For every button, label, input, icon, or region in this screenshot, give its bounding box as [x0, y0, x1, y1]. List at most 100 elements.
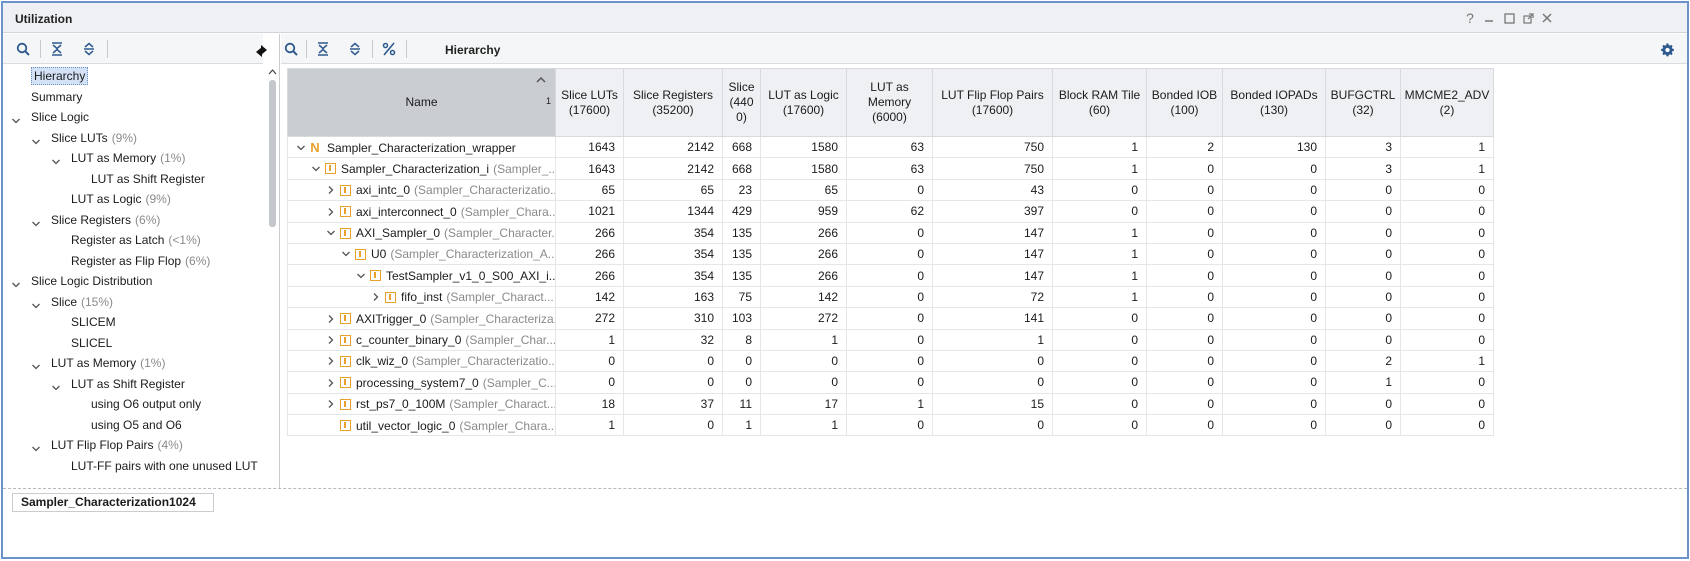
- chevron-down-icon[interactable]: [31, 440, 41, 452]
- tree-item[interactable]: LUT as Memory (1%): [31, 353, 165, 373]
- tree-item[interactable]: LUT as Logic (9%): [51, 189, 171, 209]
- column-header[interactable]: Block RAM Tile (60): [1052, 68, 1147, 137]
- chevron-right-icon[interactable]: [324, 312, 338, 326]
- chevron-down-icon[interactable]: [31, 215, 41, 226]
- chevron-down-icon[interactable]: [31, 297, 41, 308]
- restore-icon[interactable]: [1501, 10, 1517, 26]
- chevron-right-icon[interactable]: [324, 183, 338, 197]
- tree-item[interactable]: LUT-FF pairs with one unused LUT: [51, 456, 258, 476]
- tree-item[interactable]: using O6 output only: [71, 394, 201, 414]
- scroll-up-icon[interactable]: [268, 68, 277, 75]
- instance-name-cell[interactable]: TestSampler_v1_0_S00_AXI_i...: [287, 264, 556, 287]
- collapse-panel-left-icon[interactable]: [253, 42, 265, 62]
- float-icon[interactable]: [1520, 10, 1536, 26]
- instance-name-cell[interactable]: N Sampler_Characterization_wrapper: [287, 135, 556, 159]
- instance-name-cell[interactable]: clk_wiz_0 (Sampler_Characterizatio...: [287, 349, 556, 373]
- chevron-down-icon[interactable]: [51, 379, 61, 390]
- scrollbar-thumb[interactable]: [269, 80, 276, 227]
- table-row[interactable]: AXI_Sampler_0 (Sampler_Character... 266 354…: [287, 221, 1494, 244]
- table-row[interactable]: AXITrigger_0 (Sampler_Characteriza... 272 3…: [287, 307, 1494, 330]
- collapse-all-icon[interactable]: [312, 39, 334, 59]
- chevron-down-icon[interactable]: [294, 141, 308, 155]
- close-icon[interactable]: [1539, 10, 1555, 26]
- table-row[interactable]: c_counter_binary_0 (Sampler_Char... 1 32 8 1 0…: [287, 328, 1494, 351]
- table-row[interactable]: axi_intc_0 (Sampler_Characterizatio... 65 6…: [287, 178, 1494, 202]
- instance-name-cell[interactable]: axi_interconnect_0 (Sampler_Chara...: [287, 200, 556, 223]
- collapse-all-icon[interactable]: [46, 39, 68, 59]
- table-row[interactable]: rst_ps7_0_100M (Sampler_Charact... 18 37 11 1…: [287, 392, 1494, 416]
- instance-name-cell[interactable]: processing_system7_0 (Sampler_C...: [287, 371, 556, 394]
- tree-item[interactable]: Slice Logic: [11, 107, 89, 127]
- table-row[interactable]: processing_system7_0 (Sampler_C... 0 0 0 0 0 0 0…: [287, 371, 1494, 394]
- instance-name-cell[interactable]: Sampler_Characterization_i (Sampler_...: [287, 157, 556, 180]
- column-header[interactable]: Bonded IOB (100): [1146, 68, 1223, 137]
- table-row[interactable]: util_vector_logic_0 (Sampler_Chara... 1 0 1 1…: [287, 414, 1494, 437]
- table-row[interactable]: axi_interconnect_0 (Sampler_Chara... 1021 1…: [287, 200, 1494, 223]
- tree-item[interactable]: Slice Logic Distribution: [11, 271, 152, 291]
- chevron-down-icon[interactable]: [11, 276, 21, 288]
- tree-item[interactable]: using O5 and O6: [71, 415, 182, 435]
- tree-item[interactable]: Register as Latch (<1%): [51, 230, 201, 250]
- column-header[interactable]: Slice (440 0): [722, 68, 761, 137]
- instance-name-cell[interactable]: fifo_inst (Sampler_Charact...: [287, 285, 556, 309]
- chevron-down-icon[interactable]: [51, 153, 61, 165]
- instance-name-cell[interactable]: c_counter_binary_0 (Sampler_Char...: [287, 328, 556, 351]
- table-row[interactable]: U0 (Sampler_Characterization_A... 266 354 13…: [287, 242, 1494, 266]
- search-icon[interactable]: [280, 39, 302, 59]
- help-icon[interactable]: ?: [1466, 10, 1474, 26]
- tree-item[interactable]: Slice (15%): [31, 292, 113, 312]
- minimize-icon[interactable]: [1481, 10, 1497, 26]
- tree-item[interactable]: Register as Flip Flop (6%): [51, 251, 210, 271]
- column-header[interactable]: BUFGCTRL (32): [1325, 68, 1401, 137]
- chevron-right-icon[interactable]: [324, 205, 338, 219]
- column-header[interactable]: Slice Registers (35200): [623, 68, 723, 137]
- tree-item[interactable]: LUT Flip Flop Pairs (4%): [31, 435, 183, 455]
- expand-panel-right-icon[interactable]: [258, 40, 270, 60]
- instance-name-cell[interactable]: util_vector_logic_0 (Sampler_Chara...: [287, 414, 556, 437]
- chevron-right-icon[interactable]: [324, 397, 338, 411]
- table-row[interactable]: clk_wiz_0 (Sampler_Characterizatio... 0 0 0 0…: [287, 349, 1494, 373]
- column-header-name[interactable]: Name 1: [287, 68, 556, 137]
- column-header[interactable]: LUT as Logic (17600): [760, 68, 847, 137]
- column-header[interactable]: LUT Flip Flop Pairs (17600): [932, 68, 1053, 137]
- table-row[interactable]: N Sampler_Characterization_wrapper 1643 214…: [287, 135, 1494, 159]
- chevron-down-icon[interactable]: [31, 358, 41, 370]
- chevron-down-icon[interactable]: [11, 112, 21, 124]
- column-header[interactable]: LUT as Memory (6000): [846, 68, 933, 137]
- tree-item[interactable]: Slice Registers (6%): [31, 210, 160, 230]
- chevron-right-icon[interactable]: [324, 354, 338, 368]
- instance-name-cell[interactable]: rst_ps7_0_100M (Sampler_Charact...: [287, 392, 556, 416]
- tree-item[interactable]: SLICEL: [51, 333, 112, 353]
- chevron-down-icon[interactable]: [309, 162, 323, 176]
- chevron-right-icon[interactable]: [324, 376, 338, 390]
- instance-name-cell[interactable]: U0 (Sampler_Characterization_A...: [287, 242, 556, 266]
- chevron-right-icon[interactable]: [369, 290, 383, 304]
- percentage-toggle-icon[interactable]: [378, 39, 400, 59]
- chevron-right-icon[interactable]: [324, 333, 338, 347]
- tree-vertical-scrollbar[interactable]: [266, 66, 278, 498]
- tree-item[interactable]: LUT as Shift Register: [51, 374, 185, 394]
- instance-name-cell[interactable]: AXI_Sampler_0 (Sampler_Character...: [287, 221, 556, 244]
- column-header[interactable]: Slice LUTs (17600): [555, 68, 624, 137]
- column-header[interactable]: Bonded IOPADs (130): [1222, 68, 1326, 137]
- expand-all-icon[interactable]: [344, 39, 366, 59]
- table-row[interactable]: TestSampler_v1_0_S00_AXI_i... 266 354 135 26…: [287, 264, 1494, 287]
- instance-name-cell[interactable]: axi_intc_0 (Sampler_Characterizatio...: [287, 178, 556, 202]
- tree-item[interactable]: Slice LUTs (9%): [31, 128, 137, 148]
- chevron-down-icon[interactable]: [324, 226, 338, 240]
- tree-item[interactable]: LUT as Memory (1%): [51, 148, 185, 168]
- chevron-down-icon[interactable]: [354, 269, 368, 283]
- tree-item[interactable]: LUT as Shift Register: [71, 169, 205, 189]
- tree-item[interactable]: SLICEM: [51, 312, 116, 332]
- expand-all-icon[interactable]: [78, 39, 100, 59]
- chevron-down-icon[interactable]: [31, 133, 41, 144]
- gear-icon[interactable]: [1656, 39, 1678, 59]
- tree-item[interactable]: Hierarchy: [11, 66, 89, 86]
- table-row[interactable]: Sampler_Characterization_i (Sampler_... 16…: [287, 157, 1494, 180]
- tree-item[interactable]: Summary: [11, 87, 82, 107]
- chevron-down-icon[interactable]: [339, 247, 353, 261]
- run-tab[interactable]: Sampler_Characterization1024: [12, 493, 214, 512]
- column-header[interactable]: MMCME2_ADV (2): [1400, 68, 1494, 137]
- search-icon[interactable]: [12, 39, 34, 59]
- table-row[interactable]: fifo_inst (Sampler_Charact... 142 163 75 142 0…: [287, 285, 1494, 309]
